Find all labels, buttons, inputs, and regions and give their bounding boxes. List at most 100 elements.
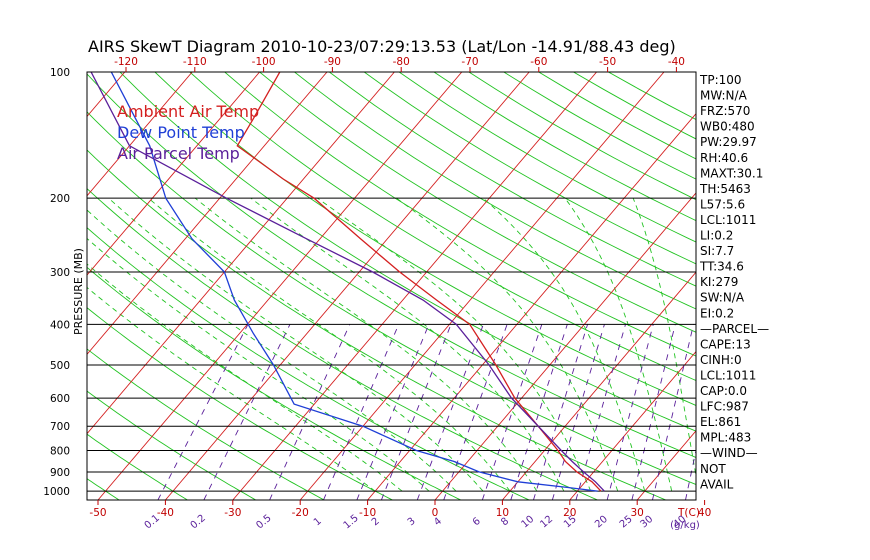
top-temp-tick-label: -70 xyxy=(461,56,478,68)
top-temp-tick-label: -100 xyxy=(252,56,276,68)
pressure-tick-label: 600 xyxy=(50,393,70,405)
isotherm-line xyxy=(839,72,870,500)
sounding-index-item: LI:0.2 xyxy=(700,229,733,243)
sounding-index-item: WB0:480 xyxy=(700,120,755,134)
dry-adiabats xyxy=(87,72,696,500)
mixing-ratio-tick-label: 0.5 xyxy=(254,513,273,532)
sounding-index-item: EI:0.2 xyxy=(700,306,734,320)
isotherm-line xyxy=(87,72,193,197)
sounding-index-item: NOT xyxy=(700,462,726,476)
pressure-tick-label: 1000 xyxy=(43,486,70,498)
mixing-ratio-tick-label: 12 xyxy=(538,514,555,531)
mixing-ratio-tick-label: 20 xyxy=(593,514,610,531)
sounding-index-item: LCL:1011 xyxy=(700,213,756,227)
mixing-ratio-tick-label: 1.5 xyxy=(342,513,361,532)
mixing-ratio-line xyxy=(380,324,452,500)
mixing-ratio-line xyxy=(203,324,291,500)
mixing-ratio-lines xyxy=(157,324,696,500)
dry-adiabat-line xyxy=(329,72,696,287)
pressure-tick-label: 900 xyxy=(50,467,70,479)
legend-air-parcel-temp: Air Parcel Temp xyxy=(117,144,240,163)
sounding-index-item: SW:N/A xyxy=(700,291,745,305)
legend-dew-point-temp: Dew Point Temp xyxy=(117,123,245,142)
mixing-ratio-tick-label: 1 xyxy=(312,516,324,529)
bottom-temp-tick-label: -20 xyxy=(292,507,309,519)
moist-adiabat-line xyxy=(317,197,592,492)
isotherm-line xyxy=(87,72,260,276)
pressure-tick-label: 200 xyxy=(50,193,70,205)
dry-adiabat-line xyxy=(294,72,696,310)
sounding-index-item: KI:279 xyxy=(700,275,738,289)
mixing-ratio-line xyxy=(356,324,430,500)
sounding-index-item: CINH:0 xyxy=(700,353,742,367)
mixing-ratio-tick-label: 0.2 xyxy=(189,513,208,532)
mixing-ratio-line xyxy=(323,324,400,500)
top-temp-tick-label: -60 xyxy=(530,56,547,68)
top-temp-tick-label: -110 xyxy=(183,56,207,68)
top-temp-tick-label: -90 xyxy=(324,56,341,68)
top-temp-tick-label: -80 xyxy=(393,56,410,68)
mixing-ratio-tick-label: 2 xyxy=(370,516,382,529)
series-dew-point-temp xyxy=(110,72,598,492)
dry-adiabat-line xyxy=(87,187,598,500)
series-air-parcel-temp xyxy=(90,72,605,492)
dry-adiabat-line xyxy=(87,433,188,500)
sounding-index-item: CAPE:13 xyxy=(700,337,751,351)
bottom-temp-tick-label: -30 xyxy=(224,507,241,519)
sounding-index-item: LFC:987 xyxy=(700,400,749,414)
legend-ambient-air-temp: Ambient Air Temp xyxy=(117,102,259,121)
mixing-ratio-tick-label: 10 xyxy=(519,514,536,531)
pressure-tick-label: 500 xyxy=(50,360,70,372)
moist-adiabat-line xyxy=(564,197,673,492)
bottom-temp-tick-label: 40 xyxy=(698,507,711,519)
dry-adiabat-line xyxy=(87,478,120,500)
dry-adiabat-line xyxy=(189,72,696,381)
sounding-index-item: PW:29.97 xyxy=(700,135,757,149)
dry-adiabat-line xyxy=(87,307,393,500)
isotherm-line xyxy=(772,72,870,500)
pressure-tick-label: 800 xyxy=(50,446,70,458)
isotherm-line xyxy=(367,112,696,500)
isotherm-line xyxy=(87,72,395,435)
dry-adiabat-line xyxy=(154,72,696,406)
series-ambient-air-temp xyxy=(236,72,602,492)
dry-adiabat-line xyxy=(87,348,325,500)
mixing-ratio-line xyxy=(652,324,694,500)
mixing-ratio-tick-label: 6 xyxy=(471,516,483,529)
top-temp-tick-label: -40 xyxy=(668,56,685,68)
bottom-temp-tick-label: 10 xyxy=(496,507,509,519)
isotherm-line xyxy=(502,271,696,500)
plot-frame xyxy=(86,71,697,501)
sounding-index-item: MAXT:30.1 xyxy=(700,166,763,180)
isotherm-line xyxy=(165,72,530,500)
dry-adiabat-line xyxy=(87,111,696,486)
dry-adiabat-line xyxy=(398,72,696,243)
mixing-ratio-tick-label: 4 xyxy=(432,516,444,529)
y-axis-label: PRESSURE (MB) xyxy=(72,248,85,335)
moist-adiabat-line xyxy=(482,197,646,492)
sounding-index-item: MW:N/A xyxy=(700,89,748,103)
sounding-index-item: TP:100 xyxy=(699,73,742,87)
sounding-index-item: —WIND— xyxy=(700,446,758,460)
sounding-index-item: EL:861 xyxy=(700,415,741,429)
bottom-temp-tick-label: 30 xyxy=(631,507,644,519)
sounding-index-item: SI:7.7 xyxy=(700,244,734,258)
legend: Ambient Air Temp Dew Point Temp Air Parc… xyxy=(117,102,259,163)
pressure-tick-label: 300 xyxy=(50,267,70,279)
plot-border xyxy=(86,71,697,501)
mixing-ratio-line xyxy=(416,324,484,500)
mixing-ratio-unit-label: (g/kg) xyxy=(670,520,700,531)
dry-adiabat-line xyxy=(87,73,696,458)
bottom-temp-tick-label: -50 xyxy=(89,507,106,519)
isotherm-line xyxy=(87,72,126,118)
moist-adiabat-line xyxy=(87,263,403,492)
pressure-tick-label: 700 xyxy=(50,421,70,433)
top-temp-tick-label: -50 xyxy=(599,56,616,68)
sounding-index-item: AVAIL xyxy=(700,477,734,491)
sounding-index-item: TT:34.6 xyxy=(699,260,744,274)
bottom-temp-tick-label: -40 xyxy=(157,507,174,519)
sounding-index-item: MPL:483 xyxy=(700,431,751,445)
pressure-tick-label: 100 xyxy=(50,67,70,79)
moist-adiabat-line xyxy=(87,237,430,492)
